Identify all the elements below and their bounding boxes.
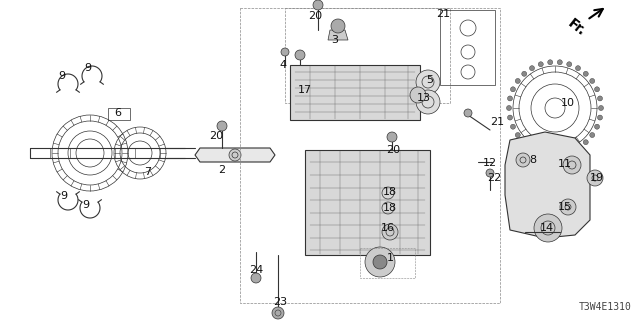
Text: 16: 16: [381, 223, 395, 233]
Circle shape: [529, 145, 534, 150]
Circle shape: [583, 140, 588, 145]
Text: 9: 9: [84, 63, 92, 73]
Circle shape: [598, 96, 602, 101]
Text: 2: 2: [218, 165, 225, 175]
Circle shape: [313, 0, 323, 10]
Circle shape: [560, 199, 576, 215]
Circle shape: [598, 115, 602, 120]
Circle shape: [508, 115, 513, 120]
Text: 23: 23: [273, 297, 287, 307]
Polygon shape: [290, 65, 420, 120]
Circle shape: [251, 273, 261, 283]
Circle shape: [583, 71, 588, 76]
Text: 1: 1: [387, 253, 394, 263]
Circle shape: [516, 153, 530, 167]
Text: 8: 8: [529, 155, 536, 165]
Circle shape: [511, 87, 515, 92]
Text: 6: 6: [115, 108, 122, 118]
Circle shape: [416, 90, 440, 114]
Polygon shape: [328, 30, 348, 40]
Text: 15: 15: [558, 202, 572, 212]
Circle shape: [511, 124, 515, 129]
Circle shape: [410, 87, 426, 103]
Circle shape: [534, 214, 562, 242]
Bar: [440, 10, 495, 85]
Text: 9: 9: [60, 191, 68, 201]
Text: 12: 12: [483, 158, 497, 168]
Text: 20: 20: [308, 11, 322, 21]
Circle shape: [557, 151, 563, 156]
Circle shape: [382, 224, 398, 240]
Circle shape: [566, 149, 572, 154]
Text: 18: 18: [383, 203, 397, 213]
Bar: [240, 8, 500, 303]
Circle shape: [529, 66, 534, 71]
Circle shape: [575, 145, 580, 150]
Text: 20: 20: [386, 145, 400, 155]
Circle shape: [522, 140, 527, 145]
Text: 13: 13: [417, 93, 431, 103]
Circle shape: [589, 132, 595, 138]
Text: 7: 7: [145, 167, 152, 177]
Text: 21: 21: [436, 9, 450, 19]
Circle shape: [522, 71, 527, 76]
Circle shape: [563, 156, 581, 174]
Circle shape: [548, 151, 553, 156]
Text: 21: 21: [490, 117, 504, 127]
Circle shape: [598, 106, 604, 110]
Circle shape: [589, 78, 595, 84]
Circle shape: [281, 48, 289, 56]
Circle shape: [229, 149, 241, 161]
Polygon shape: [305, 150, 430, 255]
Circle shape: [548, 60, 553, 65]
Circle shape: [566, 62, 572, 67]
Text: 10: 10: [561, 98, 575, 108]
Text: 24: 24: [249, 265, 263, 275]
Circle shape: [217, 121, 227, 131]
Bar: [360, 248, 415, 278]
Circle shape: [538, 149, 543, 154]
Circle shape: [515, 132, 520, 138]
Circle shape: [365, 247, 395, 277]
Text: 22: 22: [487, 173, 501, 183]
Text: 17: 17: [298, 85, 312, 95]
Circle shape: [538, 62, 543, 67]
Circle shape: [506, 106, 511, 110]
Polygon shape: [195, 148, 275, 162]
Text: 14: 14: [540, 223, 554, 233]
Text: 5: 5: [426, 75, 433, 85]
Circle shape: [272, 307, 284, 319]
Polygon shape: [505, 132, 590, 238]
Circle shape: [373, 255, 387, 269]
Circle shape: [295, 50, 305, 60]
Text: Fr.: Fr.: [565, 17, 589, 39]
Circle shape: [557, 60, 563, 65]
Text: 4: 4: [280, 60, 287, 70]
Text: 9: 9: [58, 71, 65, 81]
Text: 19: 19: [590, 173, 604, 183]
Text: 18: 18: [383, 187, 397, 197]
Circle shape: [387, 132, 397, 142]
Circle shape: [464, 109, 472, 117]
Circle shape: [331, 19, 345, 33]
Circle shape: [595, 87, 600, 92]
Text: 9: 9: [83, 200, 90, 210]
Circle shape: [416, 70, 440, 94]
Circle shape: [595, 124, 600, 129]
Text: 11: 11: [558, 159, 572, 169]
Circle shape: [587, 170, 603, 186]
Circle shape: [515, 78, 520, 84]
Text: 20: 20: [209, 131, 223, 141]
Bar: [285, 8, 450, 103]
Circle shape: [575, 66, 580, 71]
Text: T3W4E1310: T3W4E1310: [579, 302, 632, 312]
Circle shape: [486, 169, 494, 177]
Circle shape: [508, 96, 513, 101]
Text: 3: 3: [332, 35, 339, 45]
